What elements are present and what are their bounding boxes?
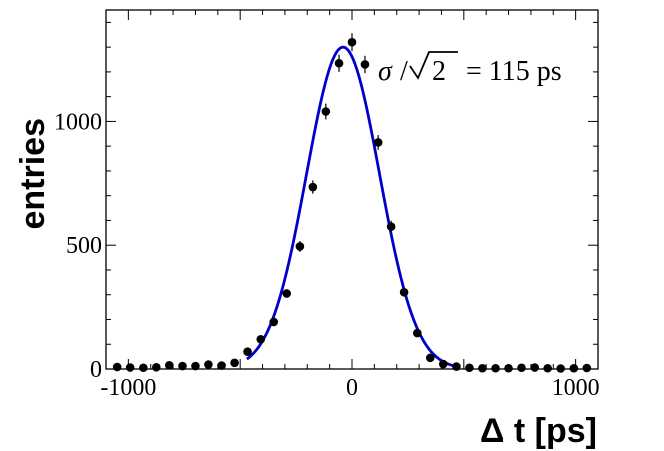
y-tick-label: 1000 [54, 109, 102, 135]
y-tick-label: 0 [90, 357, 102, 383]
data-point [321, 107, 331, 116]
data-point [178, 361, 187, 371]
data-point [347, 37, 357, 47]
data-point [256, 334, 266, 344]
y-tick-label: 500 [66, 233, 102, 259]
x-tick-label: 1000 [552, 375, 600, 401]
data-point [504, 363, 513, 373]
data-point [491, 363, 500, 373]
annotation-value: = 115 ps [466, 56, 562, 87]
data-point [556, 364, 565, 373]
data-point [360, 60, 370, 69]
data-point [543, 363, 552, 373]
data-point [308, 182, 318, 192]
data-point [152, 362, 161, 372]
data-point [425, 353, 435, 363]
data-point [230, 358, 239, 368]
data-point [373, 138, 383, 147]
x-tick-label: 0 [346, 375, 358, 401]
data-point [517, 363, 526, 373]
annotation-slash: / [400, 56, 408, 87]
data-point [282, 289, 291, 298]
data-point [191, 361, 200, 371]
data-point [582, 363, 592, 373]
data-point [334, 58, 344, 68]
data-point [569, 363, 579, 373]
data-point [139, 363, 148, 373]
data-point [125, 363, 135, 372]
data-point [452, 362, 461, 371]
data-point [164, 360, 174, 370]
data-point [413, 328, 422, 338]
data-point [465, 363, 474, 373]
annotation-sigma: σ [378, 56, 393, 87]
gaussian-fit-curve [246, 45, 456, 368]
data-point [478, 363, 487, 373]
sigma-annotation: σ / 2 = 115 ps [378, 51, 562, 87]
data-point [530, 363, 540, 372]
data-point [217, 361, 226, 370]
data-point [112, 362, 122, 372]
x-axis-title: Δ t [ps] [480, 412, 597, 450]
data-point [438, 359, 448, 369]
data-point [386, 222, 396, 231]
x-tick-label: -1000 [100, 375, 156, 401]
data-point [295, 242, 305, 251]
annotation-sqrt-arg: 2 [432, 56, 446, 87]
sqrt-vinculum [409, 51, 458, 80]
data-point [269, 317, 279, 327]
data-points [112, 33, 592, 373]
y-axis-title: entries [14, 118, 52, 230]
data-point [243, 347, 252, 356]
data-point [204, 360, 213, 369]
data-point [399, 287, 409, 297]
